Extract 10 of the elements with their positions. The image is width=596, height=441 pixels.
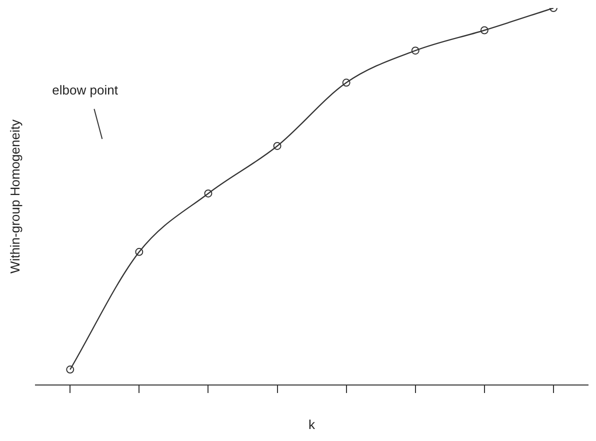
point — [342, 78, 350, 87]
point — [411, 46, 420, 55]
point — [273, 142, 282, 150]
y-axis-title: Within-group Homogeneity — [7, 119, 22, 274]
annotation: elbow point — [52, 82, 118, 98]
x-axis-title: k — [308, 416, 316, 432]
point — [66, 366, 74, 374]
point — [204, 189, 212, 198]
point — [480, 26, 488, 34]
point — [135, 248, 144, 256]
